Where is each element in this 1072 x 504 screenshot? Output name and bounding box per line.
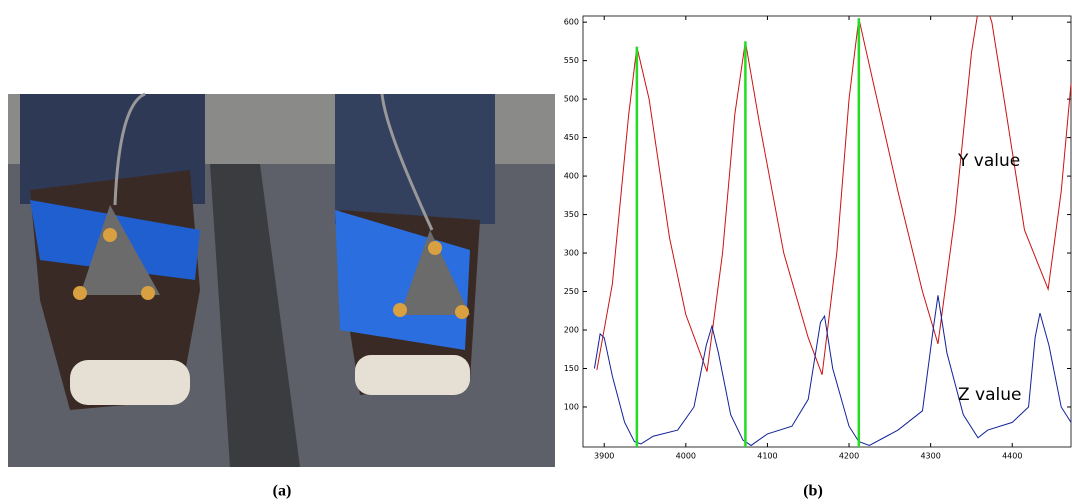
x-tick-label: 4100: [757, 452, 777, 461]
y-tick-label: 500: [564, 95, 579, 104]
chart: 100 150 200 250 300 350 400 450 500 550 600 3900 400…: [564, 15, 1072, 461]
y-tick-label: 100: [564, 402, 579, 411]
y-tick-label: 600: [564, 18, 579, 27]
x-tick-label: 4400: [1002, 452, 1022, 461]
y-tick-label: 250: [564, 287, 579, 296]
data-line: [596, 16, 1072, 375]
x-tick-label: 4300: [920, 452, 940, 461]
x-tick-label: 4000: [676, 452, 696, 461]
data-line: [593, 295, 1072, 447]
photo: [8, 92, 555, 467]
caption: (a): [273, 483, 292, 500]
x-tick-label: 4200: [839, 452, 859, 461]
y-tick-label: 550: [564, 56, 579, 65]
annotation: Y value: [957, 151, 1020, 171]
y-tick-label: 300: [564, 249, 579, 258]
y-tick-label: 400: [564, 172, 579, 181]
annotation: Z value: [958, 385, 1021, 405]
caption: (b): [803, 483, 823, 500]
plot-area: [593, 16, 1072, 447]
y-tick-label: 200: [564, 326, 579, 335]
y-tick-label: 450: [564, 133, 579, 142]
plot-frame: [582, 15, 1072, 448]
x-tick-label: 3900: [594, 452, 614, 461]
y-tick-label: 150: [564, 364, 579, 373]
y-tick-label: 350: [564, 210, 579, 219]
